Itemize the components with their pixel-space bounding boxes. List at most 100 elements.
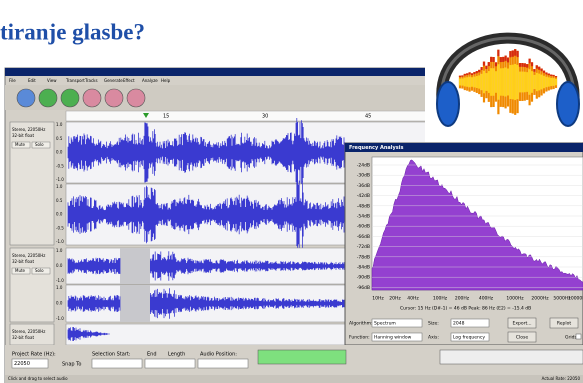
menu-item: File [9,78,16,83]
amplitude-label: 1.0 [56,248,63,253]
amplitude-label: -1.0 [56,316,64,321]
field-label: Size: [428,321,439,327]
menu-item: Effect [123,78,135,83]
amplitude-label: -1.0 [56,239,64,244]
db-label: -72dB [357,244,370,250]
slide-title: tiranje glasbe? [0,19,145,44]
track-button-label: Solo [35,142,44,147]
track-info: Stereo, 22050Hz [12,329,45,334]
db-label: -90dB [357,275,370,281]
right-earcup [556,81,580,127]
track-button[interactable] [31,141,51,149]
waveform [67,118,346,187]
left-earcup [436,81,460,127]
track-panel [9,247,55,323]
amplitude-label: -1.0 [56,177,64,182]
selection [120,248,150,284]
menu-item: Tracks [84,78,98,83]
transport-button[interactable] [60,88,80,108]
dropdown[interactable] [11,358,49,369]
spectrum [371,159,583,291]
amplitude-label: 0.0 [56,301,63,306]
ruler-label: 15 [163,114,169,120]
logo-waveform [458,49,558,115]
track-button-label: Mute [15,268,26,273]
field-label: Algorithm: [349,321,373,327]
field-label: End [147,352,157,358]
amplitude-label: -0.5 [56,225,64,230]
db-label: -30dB [357,173,370,179]
dropdown-value: Hanning window [374,335,412,341]
checkbox[interactable] [575,333,582,340]
level-meter [257,349,347,365]
db-label: -24dB [357,163,370,169]
db-label: -48dB [357,203,370,209]
status-hint: Click and drag to select audio [8,376,68,381]
button[interactable] [549,317,579,329]
db-label: -66dB [357,234,370,240]
track-info: 32-bit float [12,259,34,264]
amplitude-label: 1.0 [56,285,63,290]
track-info: Stereo, 22050Hz [12,127,45,132]
track-button[interactable] [11,267,31,275]
dialog-title-bar [345,143,583,152]
button[interactable] [507,317,537,329]
track-info: Stereo, 22050Hz [12,253,45,258]
track-button-label: Mute [15,142,26,147]
db-label: -60dB [357,224,370,230]
amplitude-label: 0.0 [56,150,63,155]
field-label: Selection Start: [92,352,131,358]
transport-button[interactable] [104,88,124,108]
track-info: 32-bit float [12,335,34,340]
menu-item: Edit [28,78,36,83]
dropdown[interactable] [371,332,423,342]
button-label: Close [516,335,528,341]
button-label: Replot [557,321,572,327]
amplitude-label: 0.0 [56,263,63,268]
menu-item: Help [161,78,171,83]
checkbox-label: Grids [565,335,577,341]
dropdown-value: Log frequency [453,335,485,341]
button[interactable] [507,331,537,343]
dropdown-value: Spectrum [374,321,396,327]
track-button[interactable] [11,141,31,149]
dropdown[interactable] [450,318,490,328]
dropdown[interactable] [450,332,490,342]
project-rate: 22050 [14,361,30,367]
db-label: -78dB [357,254,370,260]
field-label: Function: [349,335,370,341]
time-field[interactable] [197,358,249,369]
hz-label: 1000Hz [506,296,524,302]
time-field[interactable] [91,358,143,369]
field-label: Snap To [62,362,81,368]
menu-item: Analyze [142,78,158,83]
status-rate: Actual Rate: 22050 [542,376,581,381]
hz-label: 10Hz [372,296,384,302]
cursor-readout: Cursor: 15 Hz (D#-1) = 46 dB Peak: 86 Hz… [400,306,531,312]
db-label: -84dB [357,265,370,271]
transport-button[interactable] [82,88,102,108]
menu-item: Transport [65,78,85,83]
dropdown-value: 2048 [453,321,465,327]
title-bar [5,68,583,76]
status-bar [5,375,583,383]
selection [120,285,150,322]
transport-button[interactable] [126,88,146,108]
level-meter-right [439,349,583,365]
hz-label: 20Hz [389,296,401,302]
dialog-title: Frequency Analysis [349,145,403,151]
dropdown[interactable] [371,318,423,328]
transport-button[interactable] [16,88,36,108]
track-button-label: Solo [35,268,44,273]
db-label: -36dB [357,183,370,189]
field-label: Project Rate (Hz): [12,352,56,358]
timeline-ruler [65,110,583,122]
field-label: Audio Position: [200,352,237,358]
time-field[interactable] [144,358,196,369]
track-button[interactable] [31,267,51,275]
hz-label: 5000Hz [553,296,571,302]
db-label: -54dB [357,214,370,220]
transport-button[interactable] [38,88,58,108]
amplitude-label: 0.5 [56,136,63,141]
